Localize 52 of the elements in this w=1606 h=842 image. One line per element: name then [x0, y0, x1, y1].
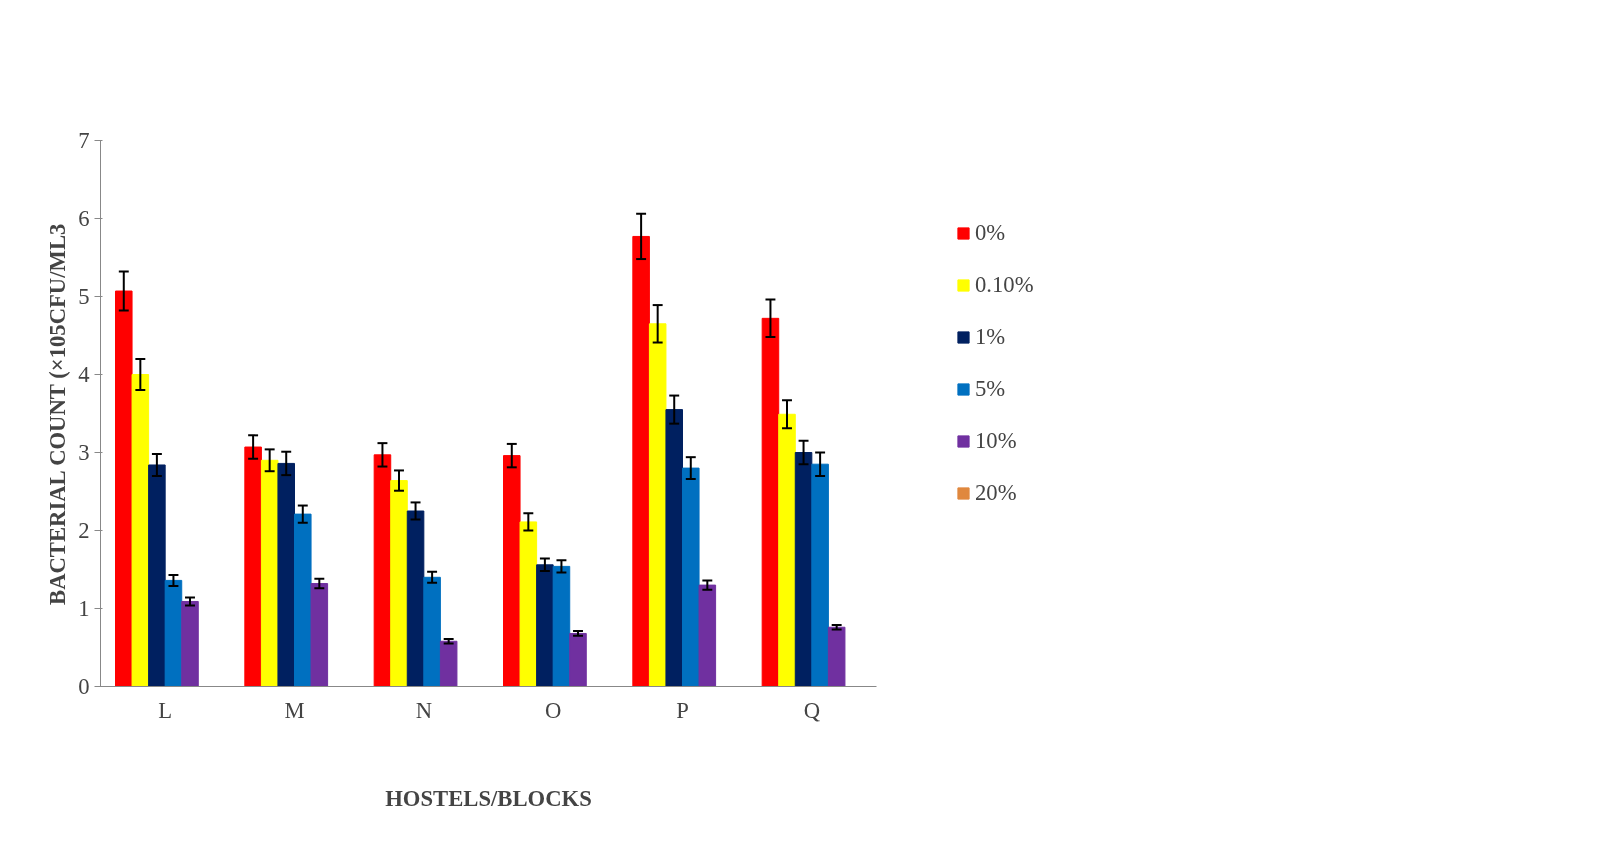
- y-tick-label: 7: [78, 128, 90, 153]
- bar: [519, 521, 538, 687]
- y-tick-label: 6: [78, 206, 90, 231]
- bar: [439, 640, 458, 687]
- bar: [310, 583, 329, 687]
- x-tick-label: M: [284, 697, 305, 723]
- y-axis-title: BACTERIAL COUNT (×105CFU/ML3: [45, 223, 71, 605]
- bar: [569, 632, 587, 687]
- bar: [164, 579, 183, 687]
- y-tick-label: 2: [78, 518, 90, 543]
- bar: [181, 600, 199, 687]
- bar: [373, 454, 392, 687]
- x-axis-title: HOSTELS/BLOCKS: [385, 785, 592, 811]
- bar: [115, 290, 133, 687]
- bar: [552, 565, 571, 687]
- bar: [131, 374, 150, 687]
- legend-label: 20%: [975, 480, 1017, 506]
- bar: [277, 462, 295, 687]
- y-tick-label: 3: [78, 440, 90, 465]
- bar: [827, 626, 846, 687]
- legend-label: 5%: [975, 376, 1006, 402]
- bar: [665, 409, 683, 687]
- bar: [390, 480, 408, 687]
- y-tick-label: 1: [78, 596, 90, 621]
- y-tick-label: 4: [78, 362, 90, 387]
- x-tick-label: Q: [803, 697, 821, 723]
- legend-label: 10%: [975, 428, 1017, 454]
- legend-label: 0%: [975, 220, 1006, 246]
- x-tick-label: O: [544, 697, 562, 723]
- bar: [148, 464, 166, 687]
- bar: [423, 576, 441, 687]
- bar: [294, 513, 312, 687]
- bar: [244, 446, 262, 687]
- y-tick-label: 5: [78, 284, 90, 309]
- bar: [794, 452, 813, 687]
- y-tick-label: 0: [78, 674, 90, 699]
- bar: [778, 413, 796, 687]
- bar: [761, 317, 780, 687]
- bar: [648, 323, 667, 687]
- legend-label: 1%: [975, 324, 1006, 350]
- x-tick-label: N: [415, 697, 433, 723]
- bar: [503, 455, 521, 687]
- bar: [260, 459, 279, 687]
- bar: [536, 564, 554, 687]
- x-tick-label: P: [676, 697, 689, 723]
- x-tick-label: L: [158, 697, 173, 723]
- legend-label: 0.10%: [975, 272, 1034, 298]
- bar: [682, 467, 700, 687]
- bar: [698, 584, 717, 687]
- bar: [811, 463, 829, 687]
- bar: [632, 235, 650, 687]
- bar: [406, 510, 425, 687]
